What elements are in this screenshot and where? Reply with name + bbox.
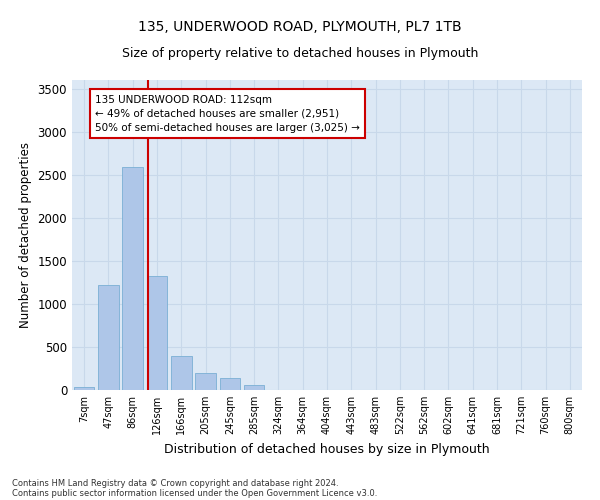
- Text: Contains HM Land Registry data © Crown copyright and database right 2024.: Contains HM Land Registry data © Crown c…: [12, 478, 338, 488]
- Bar: [220, 378, 240, 390]
- Bar: [98, 285, 119, 390]
- Bar: [146, 276, 167, 390]
- Bar: [244, 386, 265, 390]
- Bar: [195, 373, 216, 390]
- Bar: [122, 167, 143, 390]
- Text: Contains public sector information licensed under the Open Government Licence v3: Contains public sector information licen…: [12, 488, 377, 498]
- Bar: [171, 356, 191, 390]
- Text: 135 UNDERWOOD ROAD: 112sqm
← 49% of detached houses are smaller (2,951)
50% of s: 135 UNDERWOOD ROAD: 112sqm ← 49% of deta…: [95, 94, 360, 132]
- X-axis label: Distribution of detached houses by size in Plymouth: Distribution of detached houses by size …: [164, 442, 490, 456]
- Y-axis label: Number of detached properties: Number of detached properties: [19, 142, 32, 328]
- Text: 135, UNDERWOOD ROAD, PLYMOUTH, PL7 1TB: 135, UNDERWOOD ROAD, PLYMOUTH, PL7 1TB: [138, 20, 462, 34]
- Text: Size of property relative to detached houses in Plymouth: Size of property relative to detached ho…: [122, 48, 478, 60]
- Bar: [74, 388, 94, 390]
